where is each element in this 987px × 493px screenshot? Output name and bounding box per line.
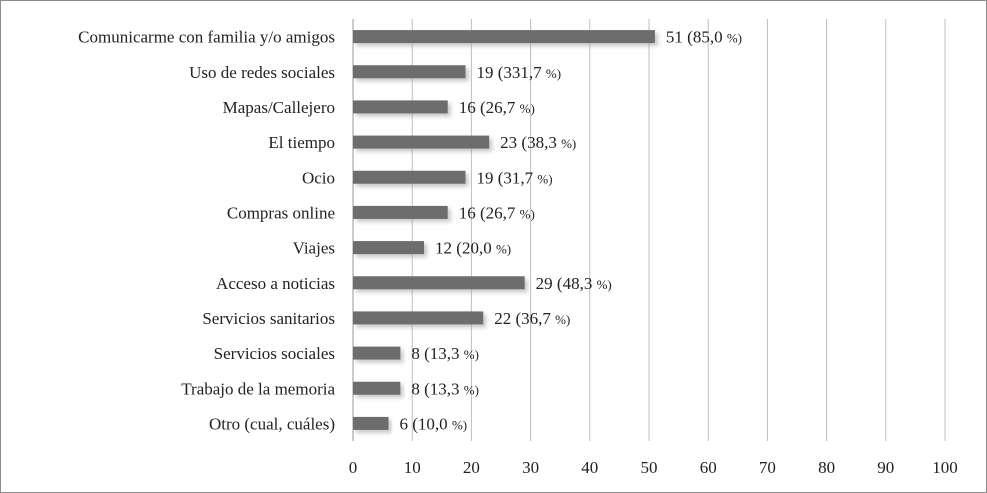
data-label: 12 (20,0 %) — [435, 239, 511, 258]
category-label: Ocio — [302, 168, 335, 187]
gridlines — [352, 19, 946, 441]
bar — [353, 30, 655, 44]
bar — [353, 276, 525, 290]
data-label: 6 (10,0 %) — [400, 414, 468, 433]
bar — [353, 241, 425, 255]
x-tick-label: 50 — [641, 458, 658, 477]
category-label: Acceso a noticias — [216, 274, 335, 293]
data-label: 8 (13,3 %) — [411, 344, 479, 363]
x-tick-label: 20 — [463, 458, 480, 477]
data-label: 19 (31,7 %) — [476, 168, 552, 187]
bar — [353, 135, 490, 149]
bar — [353, 65, 466, 79]
x-tick-label: 70 — [759, 458, 776, 477]
x-tick-label: 0 — [349, 458, 358, 477]
x-tick-label: 90 — [877, 458, 894, 477]
category-label: Servicios sociales — [214, 344, 335, 363]
category-label: Uso de redes sociales — [189, 63, 335, 82]
category-label: Otro (cual, cuáles) — [209, 414, 335, 433]
category-label: Compras online — [227, 203, 335, 222]
data-label: 19 (331,7 %) — [476, 63, 561, 82]
data-label: 8 (13,3 %) — [411, 379, 479, 398]
data-label: 16 (26,7 %) — [459, 98, 535, 117]
data-label: 23 (38,3 %) — [500, 133, 576, 152]
category-label: Servicios sanitarios — [202, 309, 335, 328]
category-label: El tiempo — [268, 133, 335, 152]
bars — [353, 30, 655, 430]
bar — [353, 100, 448, 114]
category-label: Comunicarme con familia y/o amigos — [78, 28, 335, 47]
bar — [353, 170, 466, 184]
category-label: Trabajo de la memoria — [181, 379, 335, 398]
x-tick-label: 100 — [932, 458, 958, 477]
category-label: Viajes — [293, 239, 335, 258]
data-label: 22 (36,7 %) — [494, 309, 570, 328]
data-label: 51 (85,0 %) — [666, 28, 742, 47]
category-label: Mapas/Callejero — [223, 98, 335, 117]
x-tick-label: 80 — [818, 458, 835, 477]
data-label: 16 (26,7 %) — [459, 203, 535, 222]
category-labels: Comunicarme con familia y/o amigos Uso de… — [78, 28, 335, 434]
bar — [353, 205, 448, 219]
x-tick-label: 40 — [581, 458, 598, 477]
data-label: 29 (48,3 %) — [536, 274, 612, 293]
data-labels: 51 (85,0 %) 19 (331,7 %) 16 (26,7 %) 23 (38… — [400, 28, 742, 434]
bar — [353, 416, 389, 430]
bar — [353, 311, 484, 325]
x-tick-label: 30 — [522, 458, 539, 477]
x-tick-label: 60 — [700, 458, 717, 477]
x-axis-tick-labels: 0 10 20 30 40 50 60 70 80 90 100 — [349, 458, 958, 477]
x-tick-label: 10 — [404, 458, 421, 477]
bar — [353, 381, 401, 395]
bar — [353, 346, 401, 360]
